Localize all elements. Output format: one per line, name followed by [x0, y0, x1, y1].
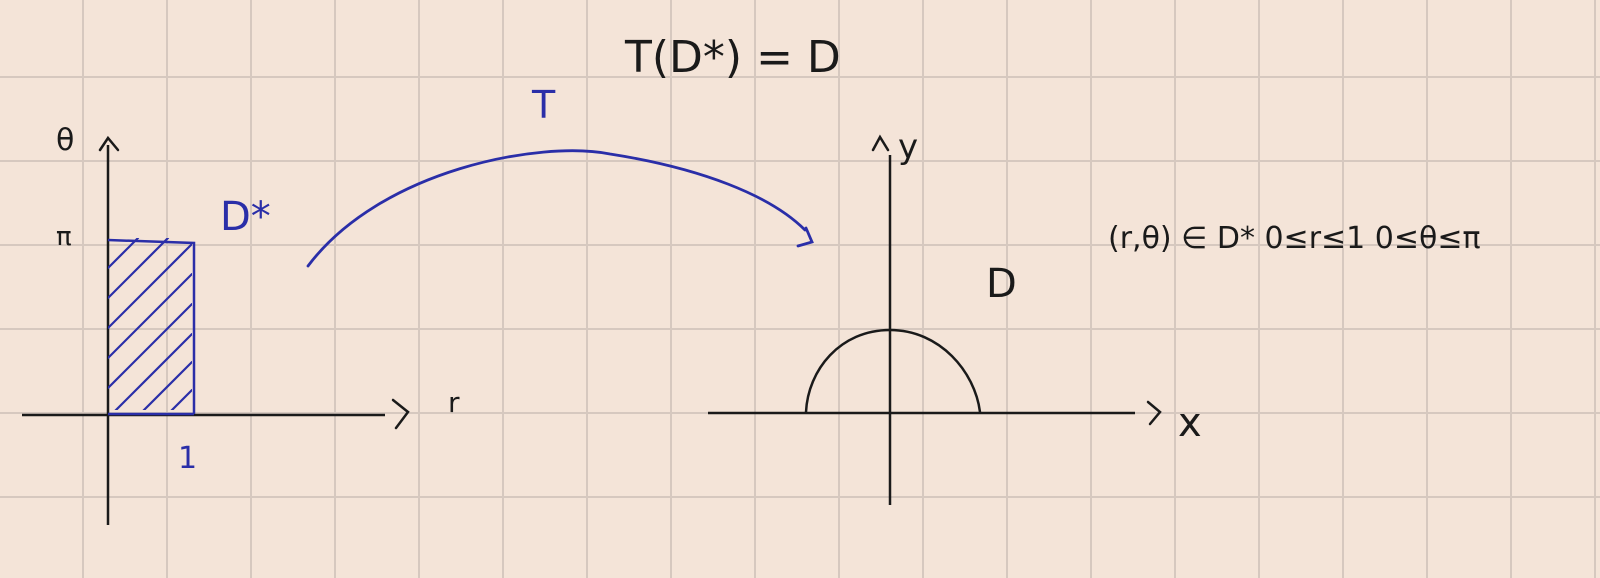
condition-text: (r,θ) ∈ D* 0≤r≤1 0≤θ≤π — [1108, 221, 1481, 256]
y-axis-label: y — [898, 127, 918, 167]
region-d-star — [107, 238, 196, 416]
half-disk-d — [804, 328, 982, 413]
map-label: T — [531, 83, 556, 127]
r-axis-label: r — [448, 386, 460, 419]
d-star-label: D* — [220, 194, 271, 240]
y-axis-arrowhead — [871, 134, 890, 152]
r-axis-arrowhead — [391, 398, 410, 430]
x-axis-label: x — [1178, 400, 1202, 446]
theta-axis-arrowhead — [98, 135, 120, 152]
theta-axis-label: θ — [56, 123, 74, 158]
one-tick-label: 1 — [178, 441, 197, 476]
d-label: D — [986, 261, 1017, 307]
pi-tick-label: π — [56, 222, 72, 252]
x-axis-arrowhead — [1146, 400, 1162, 426]
mapping-arrow: T — [306, 83, 814, 268]
right-plot: y x D — [708, 127, 1202, 505]
left-plot: θ π r 1 D* — [22, 123, 460, 525]
title: T(D*) = D — [624, 32, 841, 83]
